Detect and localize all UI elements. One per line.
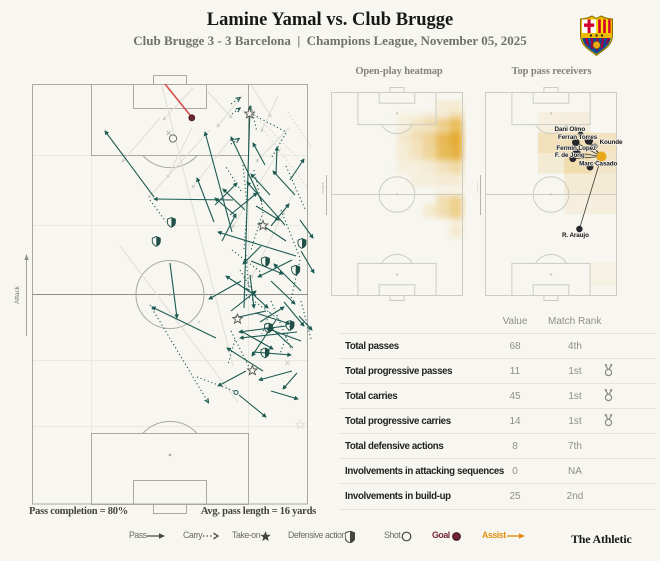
svg-text:F. de Jong: F. de Jong bbox=[555, 152, 585, 159]
svg-text:Attack: Attack bbox=[322, 181, 325, 194]
svg-text:Ferran Torres: Ferran Torres bbox=[558, 134, 598, 141]
svg-text:Kounde: Kounde bbox=[600, 139, 623, 146]
svg-text:Attack: Attack bbox=[477, 181, 479, 194]
svg-text:R. Araujo: R. Araujo bbox=[562, 232, 589, 239]
svg-text:Dani Olmo: Dani Olmo bbox=[555, 126, 586, 133]
svg-text:Attack: Attack bbox=[14, 285, 21, 304]
svg-text:Marc Casado: Marc Casado bbox=[579, 160, 617, 167]
svg-text:Fermin Lopez: Fermin Lopez bbox=[556, 145, 596, 152]
